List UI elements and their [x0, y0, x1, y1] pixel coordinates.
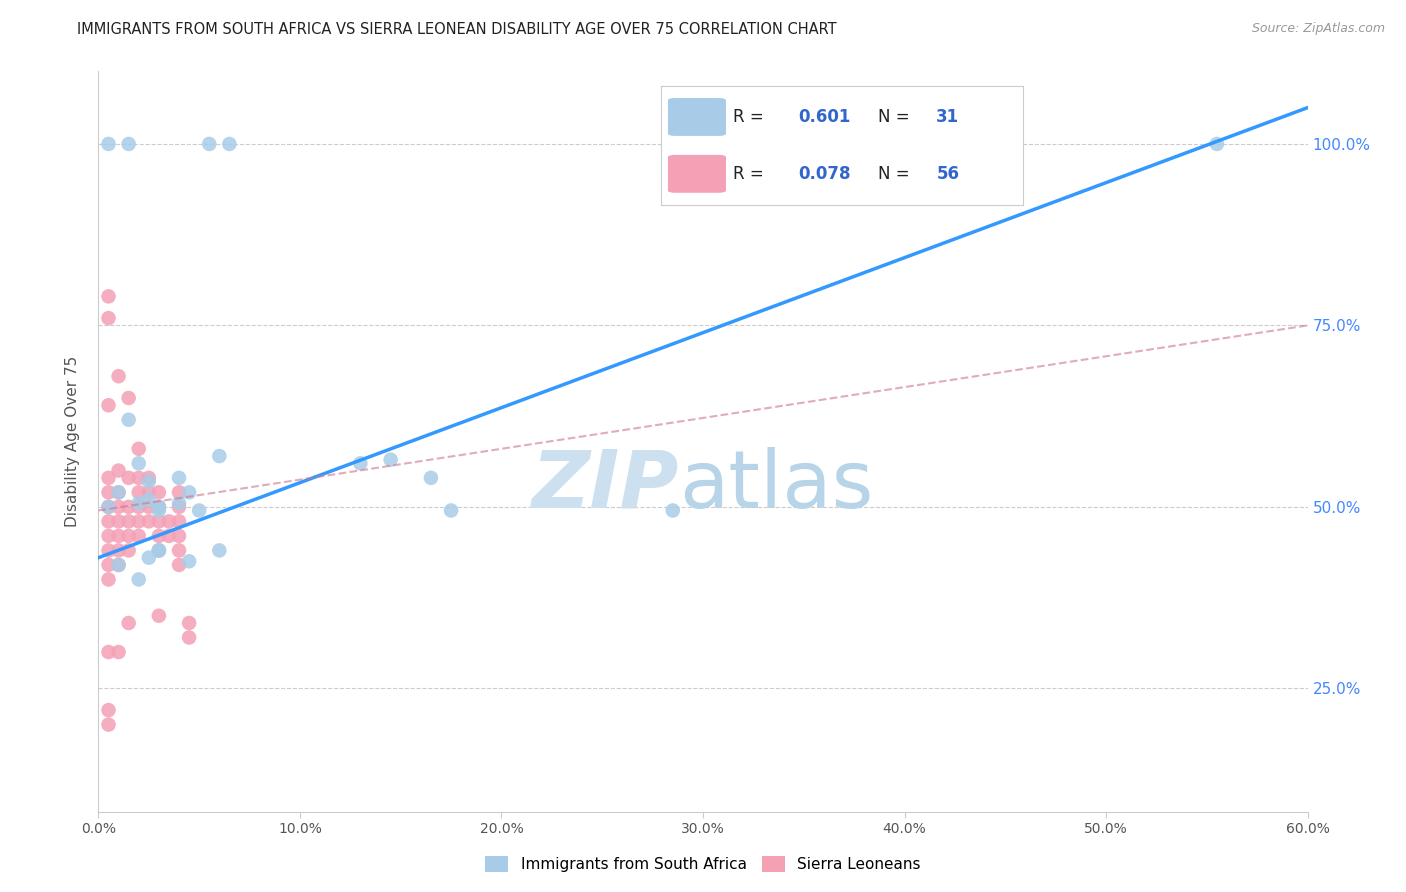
Point: [138, 550, 160, 565]
Point: [118, 543, 141, 558]
Point: [167, 515, 190, 529]
Point: [107, 558, 129, 572]
Point: [118, 615, 141, 630]
Point: [107, 369, 129, 384]
Point: [661, 503, 683, 517]
Point: [128, 485, 150, 500]
Text: Source: ZipAtlas.com: Source: ZipAtlas.com: [1251, 22, 1385, 36]
Point: [148, 503, 170, 517]
Point: [138, 485, 160, 500]
Point: [440, 503, 463, 517]
Point: [179, 485, 201, 500]
Point: [107, 529, 129, 543]
Point: [97, 289, 120, 303]
Point: [107, 485, 129, 500]
Point: [118, 529, 141, 543]
Point: [107, 485, 129, 500]
Point: [218, 136, 240, 151]
Point: [198, 136, 221, 151]
Point: [97, 543, 120, 558]
Point: [167, 471, 190, 485]
Point: [167, 529, 190, 543]
Point: [107, 464, 129, 478]
Point: [157, 529, 180, 543]
Point: [97, 500, 120, 514]
Point: [167, 543, 190, 558]
Point: [179, 615, 201, 630]
Point: [208, 449, 231, 463]
Point: [148, 515, 170, 529]
Point: [188, 503, 211, 517]
Point: [107, 558, 129, 572]
Text: IMMIGRANTS FROM SOUTH AFRICA VS SIERRA LEONEAN DISABILITY AGE OVER 75 CORRELATIO: IMMIGRANTS FROM SOUTH AFRICA VS SIERRA L…: [77, 22, 837, 37]
Point: [97, 500, 120, 514]
Legend: Immigrants from South Africa, Sierra Leoneans: Immigrants from South Africa, Sierra Leo…: [478, 848, 928, 880]
Text: ZIP: ZIP: [531, 447, 679, 525]
Point: [128, 471, 150, 485]
Point: [128, 496, 150, 510]
Point: [107, 645, 129, 659]
Point: [107, 515, 129, 529]
Point: [128, 515, 150, 529]
Point: [167, 558, 190, 572]
Point: [148, 543, 170, 558]
Point: [167, 485, 190, 500]
Point: [380, 452, 402, 467]
Point: [138, 492, 160, 507]
Point: [97, 136, 120, 151]
Point: [97, 558, 120, 572]
Point: [148, 608, 170, 623]
Point: [118, 500, 141, 514]
Point: [128, 456, 150, 470]
Point: [97, 471, 120, 485]
Point: [148, 543, 170, 558]
Point: [157, 515, 180, 529]
Point: [1206, 136, 1229, 151]
Point: [138, 515, 160, 529]
Point: [97, 311, 120, 326]
Point: [118, 391, 141, 405]
Point: [118, 515, 141, 529]
Point: [148, 500, 170, 514]
Point: [349, 456, 371, 470]
Point: [179, 554, 201, 568]
Point: [97, 398, 120, 412]
Point: [97, 529, 120, 543]
Point: [128, 500, 150, 514]
Point: [128, 529, 150, 543]
Y-axis label: Disability Age Over 75: Disability Age Over 75: [65, 356, 80, 527]
Point: [148, 529, 170, 543]
Point: [138, 471, 160, 485]
Point: [128, 442, 150, 456]
Point: [97, 703, 120, 717]
Point: [128, 573, 150, 587]
Point: [97, 515, 120, 529]
Point: [138, 500, 160, 514]
Point: [97, 485, 120, 500]
Point: [138, 475, 160, 489]
Point: [420, 471, 443, 485]
Point: [118, 136, 141, 151]
Point: [148, 543, 170, 558]
Text: atlas: atlas: [679, 447, 873, 525]
Point: [167, 500, 190, 514]
Point: [148, 485, 170, 500]
Point: [97, 573, 120, 587]
Point: [167, 496, 190, 510]
Point: [107, 500, 129, 514]
Point: [208, 543, 231, 558]
Point: [148, 500, 170, 514]
Point: [179, 631, 201, 645]
Point: [118, 413, 141, 427]
Point: [118, 471, 141, 485]
Point: [97, 717, 120, 731]
Point: [107, 543, 129, 558]
Point: [97, 645, 120, 659]
